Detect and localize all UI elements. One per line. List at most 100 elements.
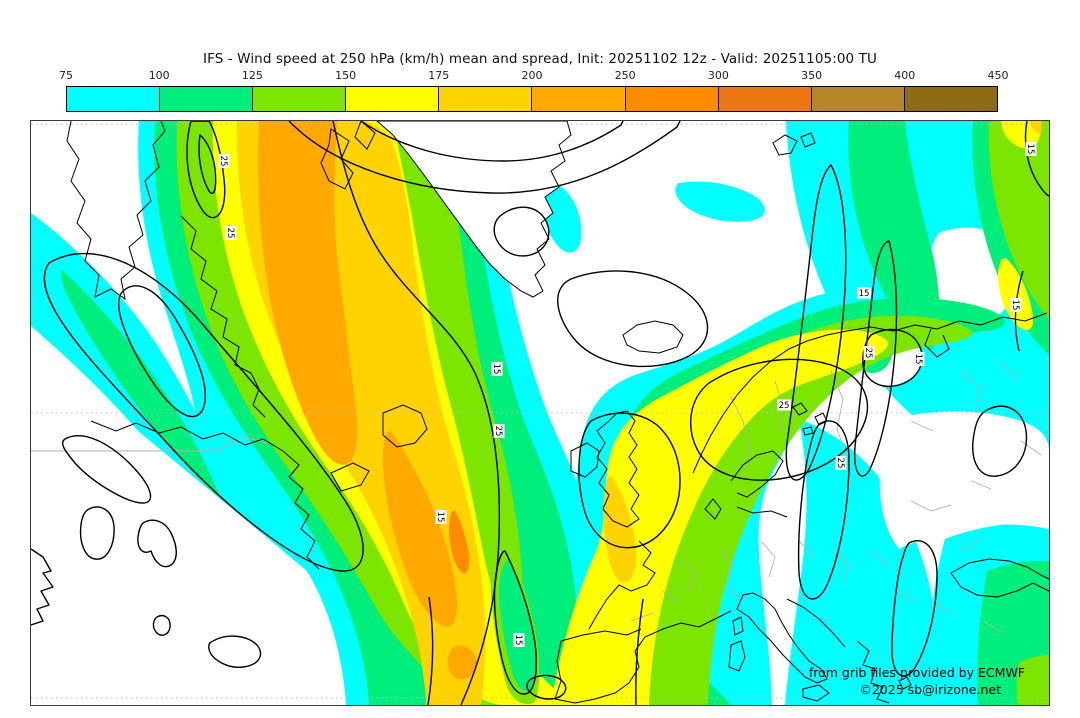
contour-uk-loop bbox=[578, 412, 681, 549]
colorbar-tick: 125 bbox=[241, 69, 263, 82]
contour-iceland-loop bbox=[557, 270, 709, 368]
coast-black-sea bbox=[950, 558, 1049, 598]
colorbar-tick: 200 bbox=[521, 69, 543, 82]
attribution-source: from grib files provided by ECMWF bbox=[808, 665, 1025, 680]
contour-label-text: 15 bbox=[491, 364, 501, 375]
contour-top-loop bbox=[186, 121, 226, 219]
contour-value-label: 25 bbox=[835, 456, 847, 470]
coast-balkans-greece bbox=[786, 598, 912, 704]
contour-value-label: 15 bbox=[435, 510, 447, 524]
contour-left-edge-squiggle bbox=[31, 548, 54, 626]
colorbar-tick: 450 bbox=[987, 69, 1009, 82]
contour-value-label: 25 bbox=[777, 399, 791, 411]
orange-labrador-core bbox=[258, 121, 358, 465]
contour-label-text: 25 bbox=[225, 228, 235, 239]
gold-uk-streak bbox=[603, 476, 637, 583]
contour-label-text: 15 bbox=[1010, 300, 1020, 311]
contour-label-background bbox=[218, 154, 230, 168]
green-left-band-core bbox=[60, 269, 221, 499]
colorbar-segment bbox=[439, 87, 533, 111]
contour-bottom-jet-line bbox=[427, 596, 644, 705]
white-east-europe bbox=[879, 411, 1049, 549]
colorbar-tick: 150 bbox=[335, 69, 357, 82]
colorbar-segment bbox=[346, 87, 440, 111]
contour-label-text: 15 bbox=[1025, 144, 1035, 155]
colorbar-segment bbox=[253, 87, 347, 111]
colorbar-tick: 250 bbox=[614, 69, 636, 82]
contour-value-label: 25 bbox=[493, 424, 505, 438]
contour-label-text: 15 bbox=[513, 635, 523, 646]
spread-contours bbox=[31, 121, 1049, 705]
country-borders bbox=[31, 360, 1042, 634]
contour-label-background bbox=[835, 456, 847, 470]
coast-greenland bbox=[376, 121, 572, 298]
contour-barents-vertical bbox=[785, 164, 847, 481]
colorbar-scale bbox=[66, 86, 998, 112]
border-us-canada bbox=[31, 436, 270, 452]
colorbar: 75 100 125 150 175 200 250 300 350 400 450 bbox=[59, 69, 1009, 112]
contour-label-background bbox=[913, 352, 925, 366]
colorbar-segment bbox=[160, 87, 254, 111]
coast-newfoundland bbox=[330, 404, 428, 492]
shading-orange-level bbox=[258, 121, 477, 680]
coast-st-lawrence bbox=[90, 420, 320, 570]
contour-islands-sw bbox=[61, 435, 262, 668]
contour-value-label: 25 bbox=[863, 346, 875, 360]
contour-value-label: 25 bbox=[225, 226, 237, 240]
contour-label-background bbox=[493, 424, 505, 438]
colorbar-segment bbox=[532, 87, 626, 111]
contour-bottom-ellipse bbox=[526, 674, 567, 700]
contour-value-label: 15 bbox=[857, 287, 871, 299]
border-central-europe bbox=[630, 480, 1004, 634]
map-area: 25 25 15 25 15 15 25 25 25 15 15 15 15 from grib fil… bbox=[30, 120, 1050, 706]
contour-wedge-loop bbox=[493, 550, 537, 695]
green-kola bbox=[848, 121, 940, 351]
contour-label-background bbox=[513, 633, 525, 647]
contour-label-text: 25 bbox=[218, 156, 228, 167]
colorbar-segment bbox=[904, 87, 997, 111]
contour-value-label: 15 bbox=[513, 633, 525, 647]
cyan-denmark-strait-blob bbox=[544, 183, 582, 253]
contour-value-label: 15 bbox=[491, 362, 503, 376]
contour-label-background bbox=[1025, 142, 1037, 156]
chartreuse-right-edge bbox=[988, 121, 1049, 320]
contour-arctic-arc bbox=[288, 121, 681, 194]
colorbar-tick: 75 bbox=[59, 69, 73, 82]
colorbar-tick-labels: 75 100 125 150 175 200 250 300 350 400 450 bbox=[59, 69, 1009, 83]
colorbar-tick: 175 bbox=[428, 69, 450, 82]
colorbar-segment bbox=[811, 87, 905, 111]
contour-greenland-south-loop bbox=[493, 206, 550, 257]
contour-label-text: 15 bbox=[913, 354, 923, 365]
shading-dark-orange-level bbox=[449, 510, 470, 574]
contour-scandinavia-loop bbox=[690, 358, 869, 481]
contour-label-text: 25 bbox=[493, 426, 503, 437]
contour-europe-vertical-loop bbox=[797, 420, 850, 600]
contour-russia-vertical bbox=[853, 240, 898, 477]
coast-baltic bbox=[704, 328, 950, 520]
colorbar-tick: 100 bbox=[148, 69, 170, 82]
cyan-svalbard-streak bbox=[675, 181, 765, 222]
contour-label-text: 25 bbox=[835, 458, 845, 469]
contour-jet-east-line bbox=[332, 121, 501, 705]
wedge-green bbox=[498, 557, 537, 692]
contour-value-label: 25 bbox=[218, 154, 230, 168]
border-russia bbox=[910, 360, 1042, 456]
contour-value-label: 15 bbox=[913, 352, 925, 366]
orange-atlantic-core bbox=[383, 430, 458, 627]
cyan-balkan-column bbox=[785, 419, 937, 705]
attribution-copyright: ©2025 sb@irizone.net bbox=[859, 682, 1001, 697]
contour-label-text: 25 bbox=[863, 348, 873, 359]
colorbar-tick: 350 bbox=[801, 69, 823, 82]
coast-france-iberia bbox=[554, 540, 732, 704]
contour-label-background bbox=[863, 346, 875, 360]
coast-italy bbox=[728, 592, 830, 702]
coast-hudson-bay bbox=[66, 121, 166, 301]
colorbar-segment bbox=[625, 87, 719, 111]
yellow-euro-jet bbox=[551, 329, 888, 705]
contour-label-background bbox=[857, 287, 871, 299]
contour-value-label: 15 bbox=[1025, 142, 1037, 156]
contour-label-background bbox=[491, 362, 503, 376]
contour-ne-ring bbox=[862, 328, 923, 387]
contour-left-inner-sliver bbox=[118, 285, 206, 418]
wind-map-svg: 25 25 15 25 15 15 25 25 25 15 15 15 15 bbox=[31, 121, 1049, 705]
